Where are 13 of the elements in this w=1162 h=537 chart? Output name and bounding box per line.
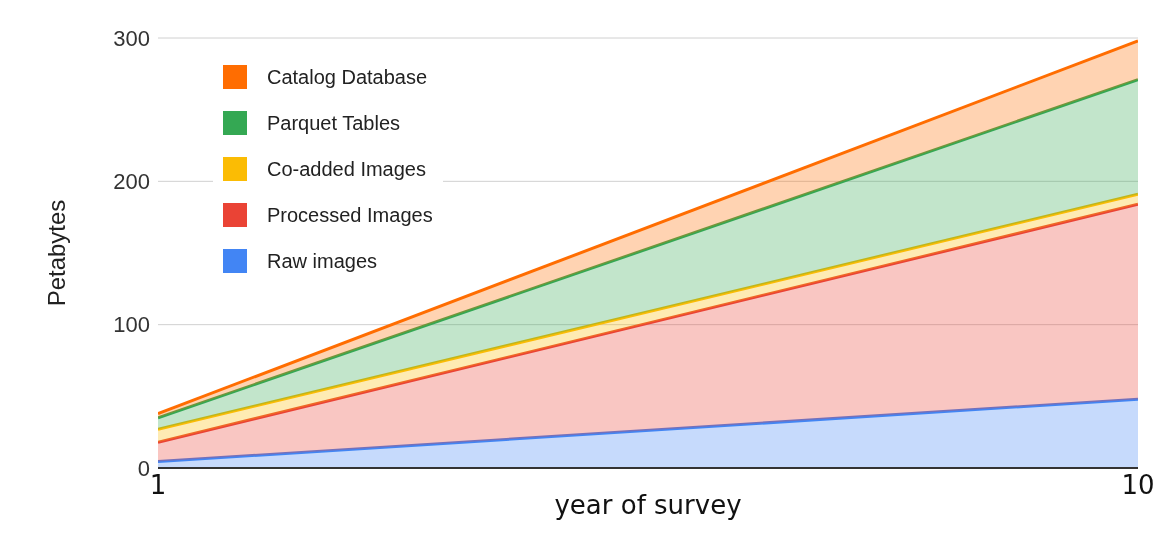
y-tick-label: 0 — [137, 455, 150, 481]
legend-label: Co-added Images — [267, 157, 426, 181]
y-tick-label: 200 — [113, 169, 150, 195]
y-tick-label: 100 — [113, 312, 150, 338]
legend-label: Processed Images — [267, 203, 433, 227]
x-tick-label: 10 — [1121, 470, 1155, 501]
legend-label: Parquet Tables — [267, 111, 401, 135]
x-tick-label: 1 — [149, 470, 167, 501]
x-axis-title: year of survey — [554, 490, 742, 520]
y-tick-label: 300 — [113, 25, 150, 51]
legend-label: Raw images — [267, 249, 378, 273]
y-axis-title: Petabytes — [42, 199, 70, 307]
legend-label: Catalog Database — [267, 65, 428, 89]
